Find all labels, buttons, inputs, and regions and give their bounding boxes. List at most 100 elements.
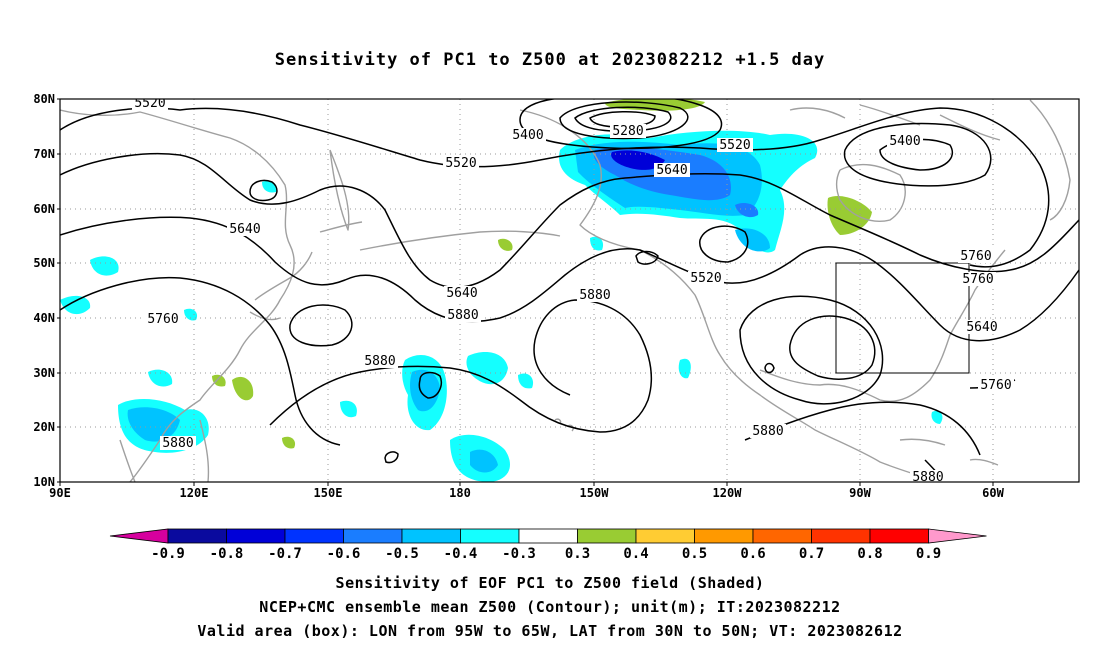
z500-contour [60, 152, 1079, 289]
colorbar-max-arrow [928, 528, 987, 544]
colorbar-bin [226, 528, 286, 544]
z500-contour [289, 304, 353, 347]
lon-label: 90E [49, 486, 71, 500]
colorbar-tick-label: -0.6 [327, 546, 361, 562]
lon-label: 150W [580, 486, 610, 500]
shading-region [262, 180, 277, 193]
lon-label: 150E [314, 486, 343, 500]
coastline [1029, 99, 1071, 221]
coastline [359, 230, 561, 251]
colorbar-tick-label: 0.4 [623, 546, 648, 562]
contour-label-bg [887, 134, 923, 148]
contour-label-bg [510, 128, 546, 142]
contour-label-bg [978, 378, 1014, 392]
contour-label: 5520 [690, 271, 721, 286]
contour-label: 5520 [719, 138, 750, 153]
coastline [519, 109, 816, 431]
contour-label-bg [958, 249, 994, 263]
shading-region [232, 376, 254, 401]
shading-region [148, 369, 173, 387]
colorbar-bin [811, 528, 871, 544]
caption-shading: Sensitivity of EOF PC1 to Z500 field (Sh… [335, 574, 765, 592]
z500-contour [559, 101, 689, 140]
shading-region [611, 150, 665, 170]
contour-label-bg [610, 124, 646, 138]
z500-contour [418, 371, 442, 399]
shading-region [735, 228, 770, 252]
contour-label: 5760 [962, 272, 993, 287]
contour-label: 5640 [966, 320, 997, 335]
contour-label: 5880 [447, 308, 478, 323]
colorbar-bin [460, 528, 520, 544]
z500-contour [60, 107, 1050, 268]
contour-label: 5880 [579, 288, 610, 303]
z500-contour [574, 106, 672, 132]
sensitivity-shading [60, 99, 943, 482]
contour-label-bg [750, 424, 786, 438]
shading-region [466, 352, 508, 385]
z500-contour [764, 362, 775, 374]
lon-label: 180 [449, 486, 471, 500]
coastline [119, 419, 210, 482]
shading-region [678, 358, 691, 379]
contour-label: 5280 [612, 124, 643, 139]
lon-label: 120E [180, 486, 209, 500]
colorbar-bin [518, 528, 578, 544]
lon-label: 60W [982, 486, 1004, 500]
shading-region [470, 449, 498, 473]
contour-label-bg [145, 312, 181, 326]
colorbar-bin [401, 528, 461, 544]
contour-label-bg [577, 288, 613, 302]
map-title: Sensitivity of PC1 to Z500 at 2023082212… [274, 50, 826, 70]
contour-label-bg [910, 470, 946, 482]
contour-label: 5400 [889, 134, 920, 149]
contour-label: 5760 [960, 249, 991, 264]
colorbar-tick-label: 0.7 [799, 546, 824, 562]
shading-region [410, 369, 440, 412]
lon-label: 90W [849, 486, 871, 500]
colorbar-bin [167, 528, 227, 544]
colorbar-bin [752, 528, 812, 544]
colorbar: -0.9 -0.8 -0.7 -0.6 -0.5 -0.4 -0.3 0.3 0.4 0.5 0.6… [109, 528, 987, 562]
shading-region [590, 236, 604, 251]
lat-label: 80N [33, 92, 55, 106]
contour-label: 5520 [134, 96, 165, 111]
lon-label: 120W [713, 486, 743, 500]
lat-label: 10N [33, 475, 55, 489]
contour-label-bg [445, 308, 481, 322]
colorbar-bin [577, 528, 637, 544]
colorbar-bin [869, 528, 929, 544]
shading-region [735, 203, 759, 218]
coastline [319, 221, 363, 233]
z500-contour [635, 250, 659, 265]
coastline [949, 249, 1006, 336]
colorbar-tick-label: -0.7 [268, 546, 302, 562]
colorbar-tick-label: -0.5 [385, 546, 419, 562]
colorbar-bin [694, 528, 754, 544]
shading-region [340, 400, 357, 418]
colorbar-min-arrow [109, 528, 169, 544]
colorbar-tick-label: 0.8 [857, 546, 882, 562]
lat-label: 20N [33, 420, 55, 434]
contour-label-bg [132, 99, 168, 110]
shading-region [184, 308, 198, 321]
contour-label: 5880 [162, 436, 193, 451]
contour-label-bg [443, 156, 479, 170]
z500-contour [699, 225, 749, 263]
z500-contour [589, 110, 656, 128]
colorbar-tick-label: -0.3 [502, 546, 536, 562]
z500-contour [789, 315, 876, 380]
contour-label-group: 5520 5400 5280 5520 5400 5520 5640 5640 5640 5760… [132, 96, 1014, 482]
contour-label-bg [654, 163, 690, 177]
z500-contours [60, 99, 1079, 482]
colorbar-tick-label: 0.6 [740, 546, 765, 562]
contour-label: 5640 [446, 286, 477, 301]
coastline [329, 149, 350, 231]
caption-contour: NCEP+CMC ensemble mean Z500 (Contour); u… [259, 598, 841, 616]
coastline [899, 438, 999, 466]
contour-label-bg [227, 222, 263, 236]
contour-label-bg [160, 436, 196, 450]
shading-region [282, 436, 296, 449]
contour-label: 5640 [656, 163, 687, 178]
lat-label: 50N [33, 256, 55, 270]
